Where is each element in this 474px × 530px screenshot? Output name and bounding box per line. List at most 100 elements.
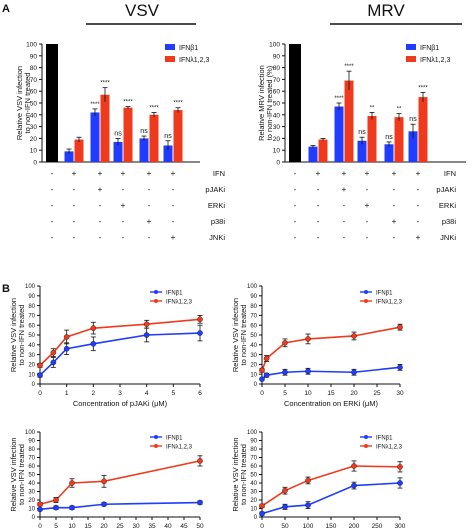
bar1-bar: [139, 138, 149, 162]
bar1-y-tick-label: 30: [30, 124, 38, 131]
bar1-significance-label: ****: [100, 81, 110, 87]
bar1-condition-value: -: [172, 185, 175, 194]
bar1-condition-value: -: [99, 201, 102, 210]
bar2-y-tick-label: 0: [276, 160, 280, 167]
line3-x-tick-label: 35: [148, 523, 156, 530]
line4-y-tick-label: 70: [250, 456, 257, 462]
line4-legend-marker: [364, 435, 368, 439]
bar2-condition-value: -: [366, 217, 369, 226]
line1-y-tick-label: 60: [28, 323, 35, 329]
bar2-condition-value: -: [294, 201, 297, 210]
line1-y-tick-label: 0: [32, 382, 36, 388]
line1-y-tick-label: 40: [28, 343, 35, 349]
bar1-significance-label: ****: [173, 101, 183, 107]
line4-y-label: Relative VSV infection: [231, 437, 240, 511]
line2-x-tick-label: 20: [350, 390, 358, 397]
line1-y-tick-label: 70: [28, 314, 35, 320]
bar2-bar: [334, 106, 344, 162]
bar1-legend-label: IFNβ1: [179, 45, 198, 52]
bar1-condition-value: +: [72, 169, 77, 178]
bar1-significance-label: ns: [164, 133, 172, 140]
bar2-condition-label: JNKi: [440, 233, 456, 242]
line1-data-point: [143, 332, 150, 338]
line2-y-label: Relative VSV infection: [231, 298, 240, 372]
bar2-y-tick-label: 30: [273, 124, 281, 131]
bar1-condition-value: -: [172, 201, 175, 210]
bar1-y-tick-label: 80: [30, 65, 38, 72]
bar1-condition-value: -: [172, 217, 175, 226]
bar2-condition-value: -: [294, 185, 297, 194]
bar2-condition-value: +: [416, 233, 421, 242]
bar2-condition-value: -: [317, 217, 320, 226]
line4-y-tick-label: 90: [250, 439, 257, 445]
bar2-title: MRV: [367, 1, 405, 20]
bar1-legend-swatch: [165, 44, 175, 50]
bar1-condition-value: +: [171, 233, 176, 242]
bar1-condition-value: -: [148, 233, 151, 242]
line2-x-tick-label: 5: [283, 390, 287, 397]
bar1-y-tick-label: 60: [30, 89, 38, 96]
line1-series-line: [39, 332, 201, 376]
line3-data-point: [197, 499, 203, 506]
bar2-y-tick-label: 10: [273, 148, 281, 155]
line4-series-line: [261, 465, 401, 507]
bar2-bar: [344, 80, 354, 162]
line3-data-point: [69, 480, 75, 486]
line3-x-tick-label: 5: [54, 523, 58, 530]
bar2-significance-label: ****: [418, 85, 428, 91]
bar2-condition-value: +: [342, 185, 347, 194]
line2-y-tick-label: 50: [250, 333, 257, 339]
bar1-y-label: Relative VSV infection: [15, 66, 24, 140]
bar2-bar: [308, 146, 318, 162]
bar1-condition-value: -: [51, 169, 54, 178]
line1-y-label: Relative VSV infection: [9, 298, 18, 372]
bar2-y-tick-label: 90: [273, 53, 281, 60]
line3-data-point: [69, 504, 75, 511]
line2-x-tick-label: 25: [373, 390, 381, 397]
bar1-bar: [149, 114, 159, 162]
line2-y-tick-label: 90: [250, 294, 257, 300]
line2-legend-marker: [364, 299, 368, 303]
line2-x-tick-label: 0: [260, 390, 264, 397]
bar1-condition-value: +: [121, 169, 126, 178]
line1-data-point: [197, 316, 203, 323]
bar2-y-label-line2: to non-IFN treated (%): [265, 65, 274, 140]
line3-y-label-line2: to non-IFN treated: [17, 444, 26, 505]
bar1-title: VSV: [125, 1, 160, 20]
line1-y-tick-label: 100: [25, 284, 36, 290]
line4-x-tick-label: 300: [395, 523, 406, 530]
bar2-y-tick-label: 60: [273, 89, 281, 96]
bar1-bar: [90, 112, 100, 162]
line3-x-tick-label: 0: [38, 523, 42, 530]
line2-data-point: [259, 376, 265, 382]
line1-x-tick-label: 6: [198, 390, 202, 397]
bar1-legend-swatch: [165, 56, 175, 62]
bar2-bar: [357, 140, 367, 162]
bar1-bar: [64, 151, 74, 162]
line1-legend-label: IFNβ1: [166, 291, 183, 297]
line3-x-tick-label: 50: [196, 523, 204, 530]
bar1-bar: [100, 94, 110, 162]
bar2-legend-label: IFNβ1: [420, 45, 439, 52]
bar1-condition-value: -: [99, 233, 102, 242]
bar2-legend-label: IFNλ1,2,3: [420, 57, 450, 64]
line2-series-line: [261, 326, 401, 371]
line1-y-tick-label: 30: [28, 353, 35, 359]
bar1-condition-value: -: [51, 217, 54, 226]
line1-data-point: [37, 362, 43, 369]
bar1-condition-value: -: [122, 185, 125, 194]
bar2-condition-label: ERKi: [439, 201, 456, 210]
line4-data-point: [259, 503, 265, 509]
bar2-bar: [289, 44, 301, 162]
line4-data-point: [282, 503, 288, 510]
line1-data-point: [63, 334, 70, 340]
bar1-condition-value: +: [147, 169, 152, 178]
line4-x-tick-label: 50: [281, 523, 289, 530]
bar2-condition-label: pJAKi: [436, 185, 456, 194]
line2-y-tick-label: 100: [247, 284, 258, 290]
line1-y-tick-label: 90: [28, 294, 35, 300]
bar1-condition-value: -: [99, 217, 102, 226]
line2-legend-label: IFNλ1,2,3: [376, 300, 403, 306]
line2-y-tick-label: 40: [250, 343, 257, 349]
line2-y-tick-label: 60: [250, 323, 257, 329]
